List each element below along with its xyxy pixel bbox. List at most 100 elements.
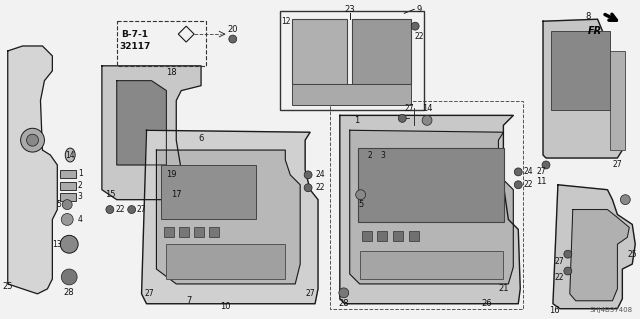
Text: 5: 5: [57, 200, 61, 209]
Text: 27: 27: [554, 256, 564, 266]
Text: 27: 27: [305, 289, 315, 298]
Polygon shape: [102, 66, 201, 200]
Circle shape: [20, 128, 44, 152]
Text: 16: 16: [548, 306, 559, 315]
Circle shape: [542, 161, 550, 169]
Text: B-7-1: B-7-1: [121, 30, 148, 39]
Circle shape: [411, 22, 419, 30]
Bar: [60, 193, 76, 201]
Text: 27: 27: [536, 167, 546, 176]
Bar: [378, 231, 387, 241]
Text: 8: 8: [585, 12, 590, 21]
Circle shape: [62, 200, 72, 210]
Text: 3: 3: [380, 151, 385, 160]
Text: 22: 22: [554, 273, 564, 282]
Circle shape: [60, 235, 78, 253]
Circle shape: [106, 205, 114, 213]
Circle shape: [229, 35, 237, 43]
Circle shape: [339, 288, 349, 298]
Circle shape: [61, 269, 77, 285]
Bar: [209, 227, 219, 237]
Bar: [161, 165, 255, 219]
Text: 22: 22: [414, 32, 424, 41]
Text: 18: 18: [166, 68, 177, 77]
Circle shape: [304, 171, 312, 179]
Bar: [60, 182, 76, 190]
Text: 22: 22: [316, 183, 324, 192]
Text: 13: 13: [52, 240, 62, 249]
Polygon shape: [553, 185, 636, 309]
Text: 22: 22: [524, 180, 533, 189]
Bar: [360, 251, 504, 279]
Polygon shape: [8, 46, 58, 294]
Bar: [611, 51, 625, 150]
Ellipse shape: [65, 148, 75, 162]
Text: 1: 1: [77, 169, 83, 178]
Circle shape: [398, 115, 406, 122]
Circle shape: [564, 267, 572, 275]
Bar: [409, 231, 419, 241]
Text: 5: 5: [358, 200, 364, 209]
Polygon shape: [349, 130, 513, 284]
Bar: [394, 231, 403, 241]
Text: SHJ4B37408: SHJ4B37408: [589, 307, 632, 313]
Text: 6: 6: [198, 134, 204, 143]
Text: 11: 11: [536, 177, 547, 186]
Bar: [292, 84, 411, 106]
Polygon shape: [340, 115, 520, 304]
Text: 7: 7: [186, 296, 192, 305]
Polygon shape: [570, 210, 629, 301]
Polygon shape: [141, 130, 318, 304]
Bar: [551, 31, 611, 110]
Text: 19: 19: [166, 170, 177, 179]
Text: 25: 25: [3, 282, 13, 291]
Circle shape: [61, 213, 73, 226]
Text: 27: 27: [404, 104, 414, 113]
Text: 22: 22: [115, 205, 125, 214]
Text: 14: 14: [65, 151, 75, 160]
Text: 9: 9: [417, 5, 422, 14]
Text: 24: 24: [524, 167, 533, 176]
Bar: [194, 227, 204, 237]
Text: 32117: 32117: [119, 42, 150, 51]
Circle shape: [128, 205, 136, 213]
Text: 12: 12: [282, 17, 291, 26]
Bar: [60, 170, 76, 178]
Text: 14: 14: [422, 104, 432, 113]
Bar: [362, 231, 372, 241]
Text: 21: 21: [498, 284, 509, 293]
Circle shape: [515, 181, 522, 189]
Bar: [358, 148, 504, 222]
Text: 15: 15: [104, 190, 115, 199]
Bar: [166, 244, 285, 279]
Bar: [280, 11, 424, 110]
Text: 1: 1: [354, 116, 359, 125]
Text: 4: 4: [77, 215, 83, 224]
Text: 25: 25: [627, 250, 637, 259]
Bar: [352, 19, 411, 84]
Polygon shape: [156, 150, 300, 284]
Bar: [164, 227, 174, 237]
Text: 24: 24: [315, 170, 325, 179]
Circle shape: [515, 168, 522, 176]
Text: 28: 28: [64, 288, 74, 297]
Circle shape: [356, 190, 365, 200]
Circle shape: [564, 250, 572, 258]
Text: FR: FR: [588, 26, 602, 36]
Text: 3: 3: [77, 192, 83, 201]
Text: 23: 23: [344, 5, 355, 14]
Circle shape: [304, 184, 312, 192]
Polygon shape: [116, 81, 166, 165]
Bar: [116, 21, 206, 66]
Text: 2: 2: [367, 151, 372, 160]
Text: 17: 17: [171, 190, 182, 199]
Bar: [179, 227, 189, 237]
Text: 28: 28: [339, 299, 349, 308]
Text: 26: 26: [481, 299, 492, 308]
Circle shape: [422, 115, 432, 125]
Bar: [330, 100, 524, 309]
Text: 27: 27: [145, 289, 154, 298]
Bar: [292, 19, 347, 84]
Circle shape: [27, 134, 38, 146]
Text: 2: 2: [77, 181, 83, 190]
